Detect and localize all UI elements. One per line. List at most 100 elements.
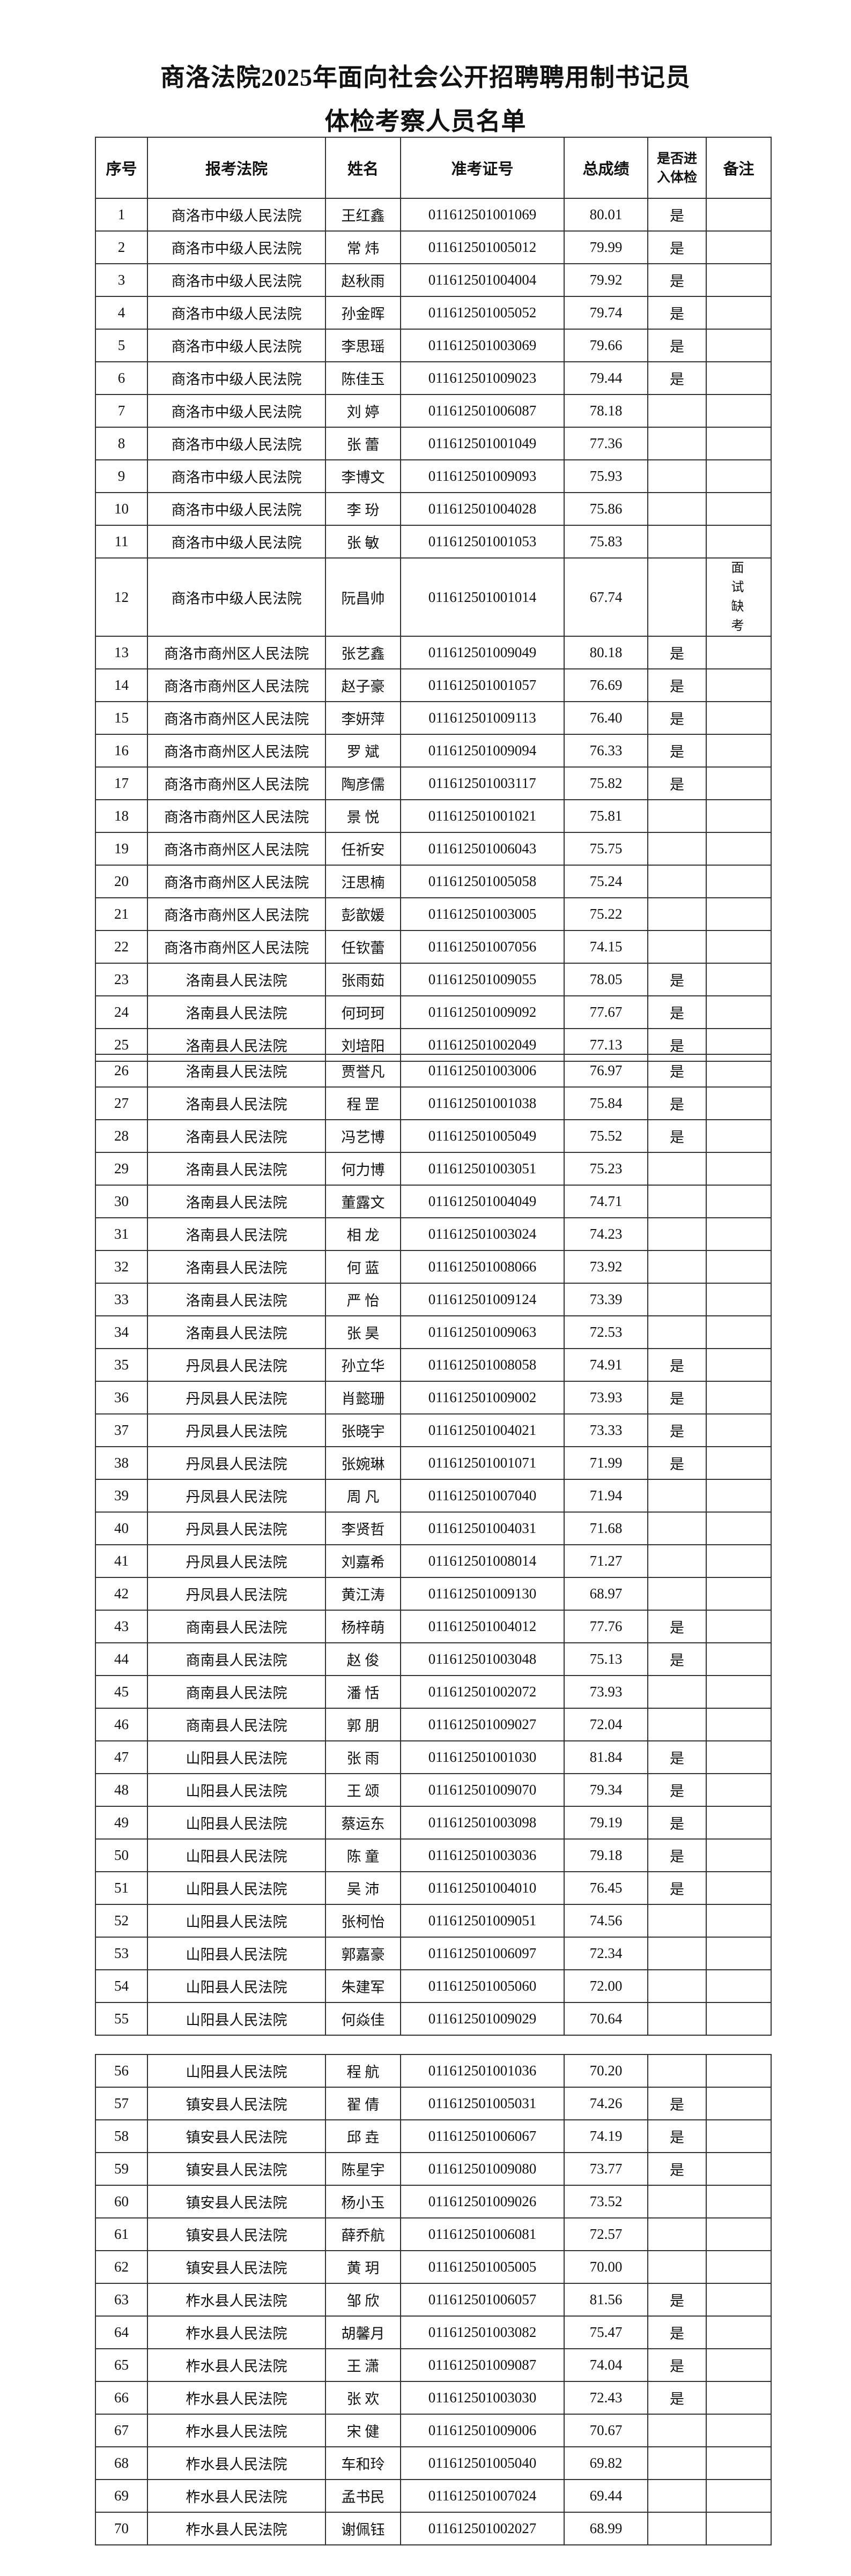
- empty-cell: [706, 1838, 772, 1872]
- score-cell: 77.76: [564, 1610, 648, 1643]
- name-cell: 赵子豪: [325, 668, 401, 702]
- exam-cell: 是: [647, 766, 707, 800]
- empty-cell: [647, 2054, 707, 2088]
- table-row: 45 商南县人民法院潘 恬 011612501002072 73.93: [95, 1675, 772, 1709]
- name-cell: 杨小玉: [325, 2185, 401, 2218]
- court-cell: 镇安县人民法院: [147, 2087, 326, 2120]
- empty-cell: [706, 525, 772, 559]
- court-cell: 柞水县人民法院: [147, 2316, 326, 2349]
- court-cell: 商洛市中级人民法院: [147, 361, 326, 395]
- ticket-id-cell: 011612501006067: [400, 2119, 565, 2153]
- table-row: 27 洛南县人民法院程 罡 011612501001038 75.84 是: [95, 1086, 772, 1120]
- empty-cell: [647, 459, 707, 493]
- court-cell: 商洛市中级人民法院: [147, 329, 326, 362]
- name-cell: 汪思楠: [325, 865, 401, 898]
- ticket-id-cell: 011612501009051: [400, 1904, 565, 1938]
- exam-cell: 是: [647, 1610, 707, 1643]
- table-row: 11 商洛市中级人民法院张 敏 011612501001053 75.83: [95, 525, 772, 559]
- court-cell: 商洛市中级人民法院: [147, 492, 326, 526]
- title-line: 体检考察人员名单: [324, 108, 527, 135]
- empty-cell: [706, 1610, 772, 1643]
- exam-cell: 是: [647, 2119, 707, 2153]
- empty-cell: [706, 2512, 772, 2545]
- row-number: 10: [95, 492, 148, 526]
- row-number: 52: [95, 1904, 148, 1938]
- exam-cell: 是: [647, 1740, 707, 1774]
- row-number: 35: [95, 1348, 148, 1382]
- court-cell: 丹凤县人民法院: [147, 1348, 326, 1382]
- score-cell: 79.18: [564, 1838, 648, 1872]
- row-number: 63: [95, 2283, 148, 2317]
- table-row: 35 丹凤县人民法院 孙立华 011612501008058 74.91 是: [95, 1348, 772, 1382]
- score-cell: 76.97: [564, 1054, 648, 1088]
- ticket-id-cell: 011612501004010: [400, 1871, 565, 1905]
- row-number: 28: [95, 1119, 148, 1153]
- exam-cell: 是: [647, 701, 707, 735]
- ticket-id-cell: 011612501006087: [400, 394, 565, 428]
- name-cell: 宋 健: [325, 2414, 401, 2447]
- table-row: 51 山阳县人民法院吴 沛 011612501004010 76.45 是: [95, 1871, 772, 1905]
- name-cell: 何 蓝: [325, 1250, 401, 1284]
- score-cell: 74.15: [564, 930, 648, 964]
- court-cell: 商洛市商州区人民法院: [147, 799, 326, 833]
- row-number: 15: [95, 701, 148, 735]
- name-cell: 邱 垚: [325, 2119, 401, 2153]
- exam-cell: 是: [647, 1773, 707, 1807]
- ticket-id-cell: 011612501001021: [400, 799, 565, 833]
- table-row: 55 山阳县人民法院 何焱佳 011612501009029 70.64: [95, 2002, 772, 2036]
- empty-cell: [706, 1119, 772, 1153]
- court-cell: 商洛市商州区人民法院: [147, 865, 326, 898]
- empty-cell: [647, 1675, 707, 1709]
- empty-cell: [706, 1217, 772, 1251]
- empty-cell: [706, 1152, 772, 1186]
- empty-cell: [647, 832, 707, 866]
- court-cell: 洛南县人民法院: [147, 1185, 326, 1218]
- ticket-id-cell: 011612501005049: [400, 1119, 565, 1153]
- exam-cell: 是: [647, 1119, 707, 1153]
- row-number: 49: [95, 1806, 148, 1840]
- table-row: 29 洛南县人民法院 何力博 011612501003051 75.23: [95, 1152, 772, 1186]
- name-cell: 胡馨月: [325, 2316, 401, 2349]
- score-cell: 75.82: [564, 766, 648, 800]
- name-cell: 张 敏: [325, 525, 401, 559]
- empty-cell: [706, 1315, 772, 1349]
- empty-cell: [647, 1577, 707, 1611]
- score-cell: 67.74: [564, 557, 648, 637]
- exam-cell: 是: [647, 2381, 707, 2415]
- ticket-id-cell: 011612501004031: [400, 1512, 565, 1545]
- exam-cell: 是: [647, 636, 707, 669]
- score-cell: 74.23: [564, 1217, 648, 1251]
- court-cell: 洛南县人民法院: [147, 1217, 326, 1251]
- score-cell: 81.56: [564, 2283, 648, 2317]
- table-row: 48 山阳县人民法院王 颂 011612501009070 79.34 是: [95, 1773, 772, 1807]
- name-cell: 邹 欣: [325, 2283, 401, 2317]
- table-row: 22 商洛市商州区人民法院 任钦蕾 011612501007056 74.15: [95, 930, 772, 964]
- ticket-id-cell: 011612501009094: [400, 734, 565, 768]
- ticket-id-cell: 011612501004028: [400, 492, 565, 526]
- ticket-id-cell: 011612501001053: [400, 525, 565, 559]
- row-number: 12: [95, 557, 148, 637]
- court-cell: 山阳县人民法院: [147, 2002, 326, 2036]
- exam-cell: 是: [647, 2283, 707, 2317]
- court-cell: 柞水县人民法院: [147, 2381, 326, 2415]
- row-number: 16: [95, 734, 148, 768]
- table-row: 57 镇安县人民法院翟 倩 011612501005031 74.26 是: [95, 2087, 772, 2120]
- score-cell: 68.97: [564, 1577, 648, 1611]
- empty-cell: [706, 799, 772, 833]
- score-cell: 77.67: [564, 995, 648, 1029]
- table-row: 66 柞水县人民法院张 欢 011612501003030 72.43 是: [95, 2381, 772, 2415]
- empty-cell: [647, 1969, 707, 2003]
- name-cell: 蔡运东: [325, 1806, 401, 1840]
- court-cell: 丹凤县人民法院: [147, 1381, 326, 1414]
- ticket-id-cell: 011612501004021: [400, 1413, 565, 1447]
- court-cell: 山阳县人民法院: [147, 1740, 326, 1774]
- score-cell: 75.52: [564, 1119, 648, 1153]
- court-cell: 丹凤县人民法院: [147, 1577, 326, 1611]
- name-cell: 吴 沛: [325, 1871, 401, 1905]
- name-cell: 翟 倩: [325, 2087, 401, 2120]
- court-cell: 镇安县人民法院: [147, 2119, 326, 2153]
- table-row: 15 商洛市商州区人民法院 李妍萍 011612501009113 76.40 是: [95, 701, 772, 735]
- exam-cell: 是: [647, 2348, 707, 2382]
- score-cell: 75.83: [564, 525, 648, 559]
- name-cell: 何珂珂: [325, 995, 401, 1029]
